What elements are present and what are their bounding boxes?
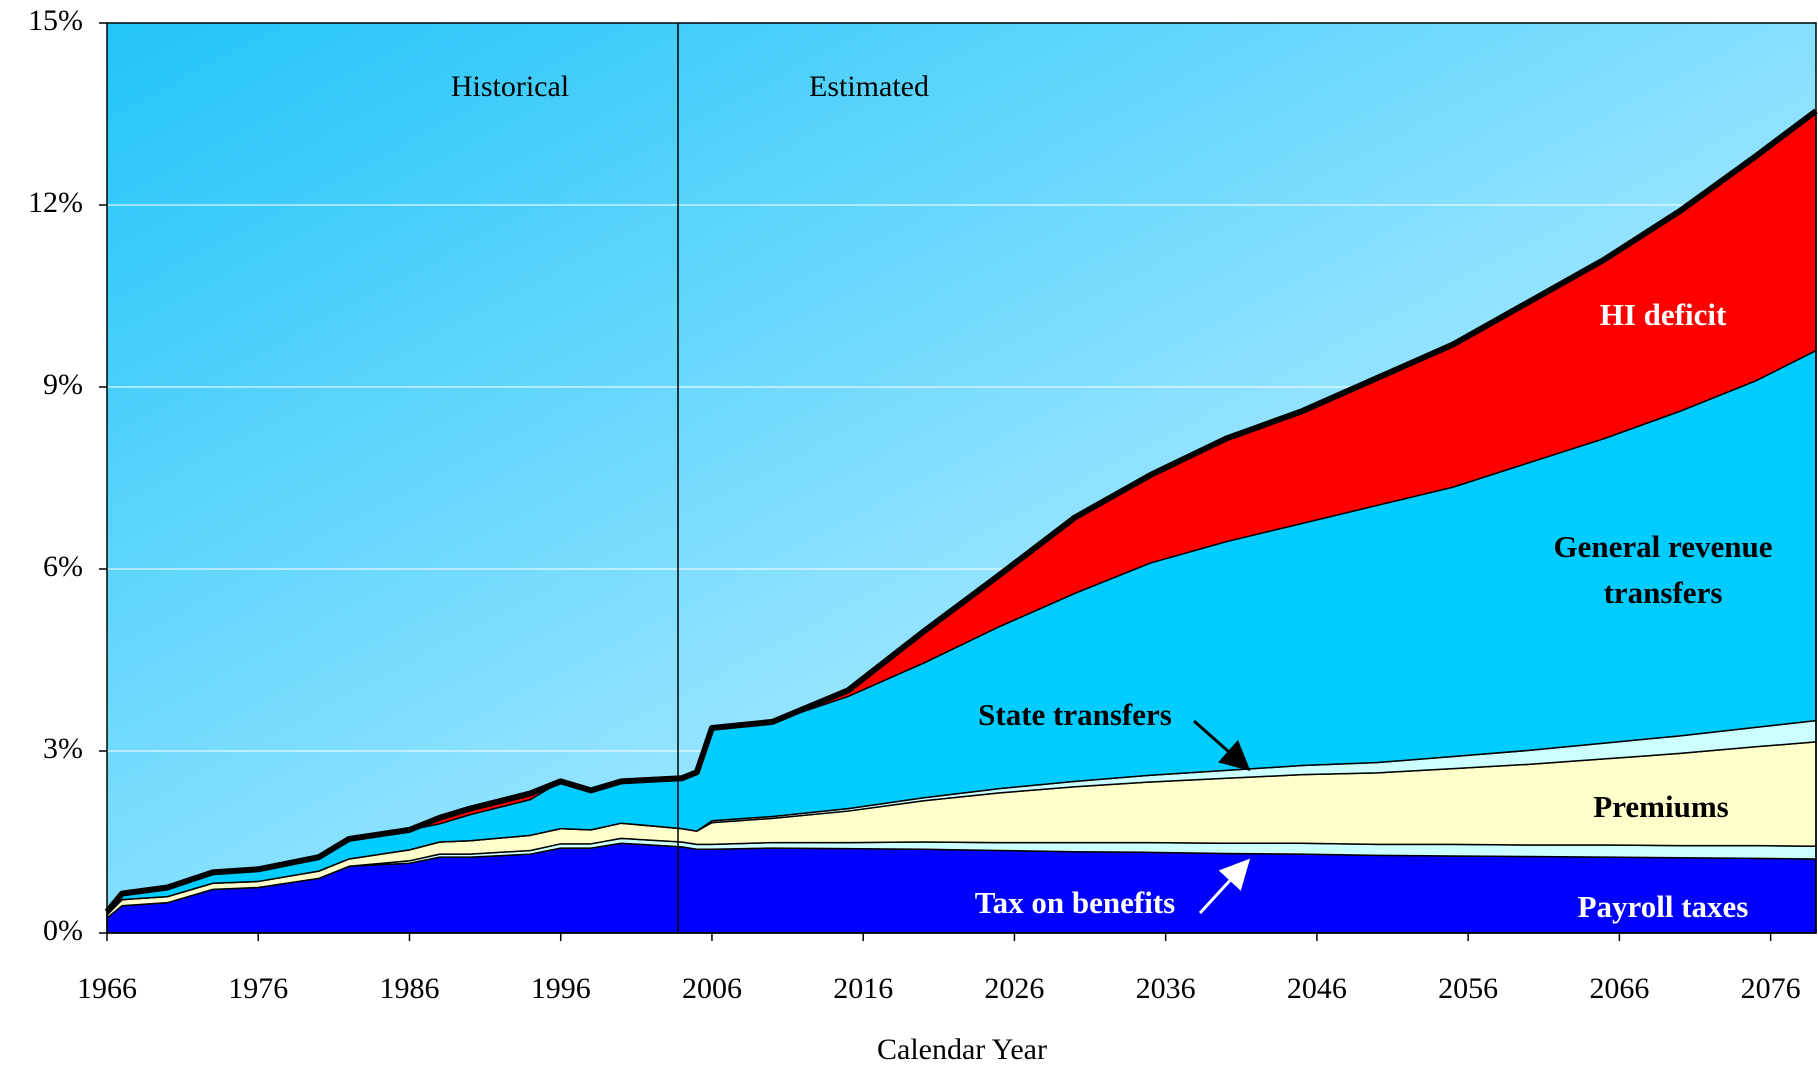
total-line: [104, 108, 1818, 914]
x-tick-label: 1966: [77, 972, 137, 1005]
series-label: Tax on benefits: [974, 885, 1176, 920]
x-tick-label: 2026: [984, 972, 1044, 1005]
x-tick-label: 2066: [1589, 972, 1649, 1005]
series-label: General revenue transfers: [1553, 529, 1773, 610]
y-tick-label: 9%: [43, 368, 83, 401]
plot-frame: [106, 22, 1817, 934]
x-axis-title: Calendar Year: [877, 1033, 1047, 1066]
arrow: [1198, 858, 1251, 915]
y-tick-label: 0%: [43, 914, 83, 947]
x-tick-label: 2056: [1438, 972, 1498, 1005]
y-tick-label: 12%: [28, 186, 83, 219]
annotation: Historical: [451, 70, 569, 103]
x-tick-label: 2076: [1741, 972, 1801, 1005]
y-tick-label: 6%: [43, 550, 83, 583]
x-tick-label: 2046: [1287, 972, 1347, 1005]
annotation: Estimated: [809, 70, 929, 103]
series-label: State transfers: [978, 697, 1172, 732]
x-tick-label: 2006: [682, 972, 742, 1005]
x-tick-label: 1986: [379, 972, 439, 1005]
arrow: [1193, 719, 1251, 771]
series-label: Payroll taxes: [1577, 889, 1749, 924]
y-tick-label: 3%: [43, 732, 83, 765]
x-tick-label: 1976: [228, 972, 288, 1005]
series-label: Premiums: [1593, 789, 1729, 824]
series-label: HI deficit: [1599, 297, 1727, 332]
x-tick-label: 2036: [1136, 972, 1196, 1005]
y-tick-label: 15%: [28, 4, 83, 37]
x-tick-label: 1996: [531, 972, 591, 1005]
x-tick-label: 2016: [833, 972, 893, 1005]
